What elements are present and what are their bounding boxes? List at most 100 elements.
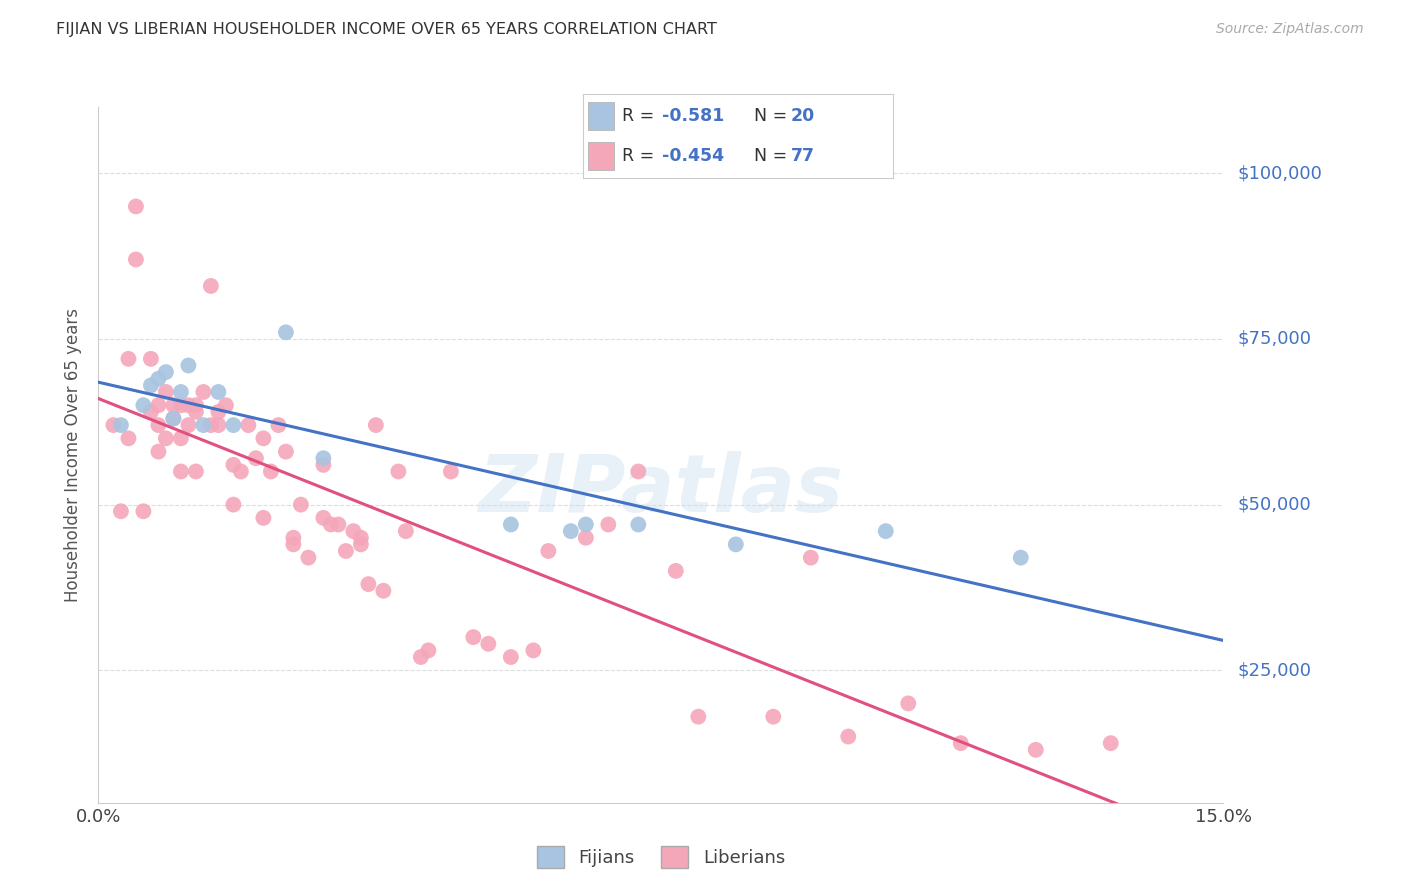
- Point: [110, 418, 132, 433]
- FancyBboxPatch shape: [588, 143, 614, 169]
- Point: [665, 564, 688, 578]
- Point: [477, 637, 499, 651]
- Point: [184, 398, 207, 412]
- Point: [897, 697, 920, 711]
- Point: [342, 524, 364, 538]
- Legend: Fijians, Liberians: Fijians, Liberians: [527, 838, 794, 877]
- Point: [297, 550, 319, 565]
- Point: [117, 431, 139, 445]
- Point: [537, 544, 560, 558]
- Point: [148, 418, 170, 433]
- Text: R =: R =: [621, 107, 659, 125]
- Text: $50,000: $50,000: [1237, 496, 1310, 514]
- Point: [125, 252, 148, 267]
- Point: [499, 650, 522, 665]
- Point: [1025, 743, 1047, 757]
- Point: [409, 650, 432, 665]
- Point: [560, 524, 582, 538]
- Point: [222, 458, 245, 472]
- Y-axis label: Householder Income Over 65 years: Householder Income Over 65 years: [65, 308, 83, 602]
- FancyBboxPatch shape: [588, 103, 614, 129]
- Point: [207, 384, 229, 399]
- Point: [440, 465, 463, 479]
- Point: [139, 351, 162, 366]
- Text: N =: N =: [754, 107, 793, 125]
- Point: [193, 418, 215, 433]
- Text: R =: R =: [621, 147, 659, 165]
- Point: [319, 517, 342, 532]
- Point: [267, 418, 290, 433]
- Point: [215, 398, 238, 412]
- Point: [132, 398, 155, 412]
- Point: [274, 444, 297, 458]
- Point: [575, 517, 598, 532]
- Point: [148, 444, 170, 458]
- Point: [177, 359, 200, 373]
- Point: [170, 384, 193, 399]
- Point: [200, 279, 222, 293]
- Point: [949, 736, 972, 750]
- Point: [155, 384, 177, 399]
- Point: [132, 504, 155, 518]
- Point: [335, 544, 357, 558]
- Point: [395, 524, 418, 538]
- Text: 77: 77: [790, 147, 814, 165]
- Point: [290, 498, 312, 512]
- Point: [350, 537, 373, 551]
- Point: [177, 418, 200, 433]
- Point: [222, 418, 245, 433]
- Text: -0.454: -0.454: [662, 147, 724, 165]
- Point: [350, 531, 373, 545]
- Point: [117, 351, 139, 366]
- Point: [252, 431, 274, 445]
- Point: [312, 511, 335, 525]
- Point: [688, 709, 710, 723]
- Point: [177, 398, 200, 412]
- Text: $25,000: $25,000: [1237, 661, 1312, 680]
- Text: N =: N =: [754, 147, 793, 165]
- Point: [260, 465, 283, 479]
- Point: [238, 418, 260, 433]
- Point: [418, 643, 440, 657]
- Text: 20: 20: [790, 107, 815, 125]
- Point: [598, 517, 620, 532]
- Point: [274, 326, 297, 340]
- Text: FIJIAN VS LIBERIAN HOUSEHOLDER INCOME OVER 65 YEARS CORRELATION CHART: FIJIAN VS LIBERIAN HOUSEHOLDER INCOME OV…: [56, 22, 717, 37]
- Point: [162, 411, 184, 425]
- Point: [162, 398, 184, 412]
- Point: [125, 199, 148, 213]
- Point: [762, 709, 785, 723]
- Point: [184, 405, 207, 419]
- Point: [312, 458, 335, 472]
- Point: [155, 431, 177, 445]
- Point: [148, 398, 170, 412]
- Point: [463, 630, 485, 644]
- Point: [283, 537, 305, 551]
- Text: $100,000: $100,000: [1237, 164, 1322, 182]
- Point: [103, 418, 125, 433]
- Point: [139, 405, 162, 419]
- Point: [245, 451, 267, 466]
- Text: ZIPatlas: ZIPatlas: [478, 450, 844, 529]
- Text: Source: ZipAtlas.com: Source: ZipAtlas.com: [1216, 22, 1364, 37]
- Point: [575, 531, 598, 545]
- Point: [184, 465, 207, 479]
- Text: $75,000: $75,000: [1237, 330, 1312, 348]
- Point: [800, 550, 823, 565]
- Point: [1010, 550, 1032, 565]
- Point: [724, 537, 747, 551]
- Point: [499, 517, 522, 532]
- Point: [252, 511, 274, 525]
- Point: [312, 451, 335, 466]
- Point: [222, 498, 245, 512]
- Point: [207, 405, 229, 419]
- Point: [328, 517, 350, 532]
- Point: [364, 418, 387, 433]
- Point: [170, 431, 193, 445]
- Point: [387, 465, 409, 479]
- Text: -0.581: -0.581: [662, 107, 724, 125]
- Point: [170, 465, 193, 479]
- Point: [627, 517, 650, 532]
- Point: [373, 583, 395, 598]
- Point: [357, 577, 380, 591]
